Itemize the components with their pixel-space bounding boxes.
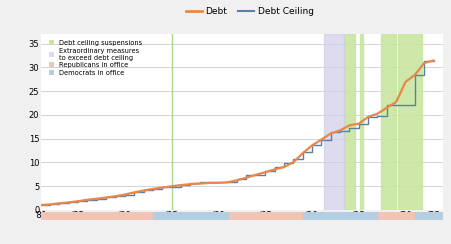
Debt bbox=[253, 173, 258, 176]
Debt Ceiling bbox=[38, 203, 43, 206]
Debt bbox=[336, 129, 342, 132]
Bar bbox=[359, 34, 362, 210]
Bar bbox=[377, 212, 414, 220]
Line: Debt Ceiling: Debt Ceiling bbox=[41, 61, 433, 205]
Debt bbox=[308, 144, 314, 147]
Debt bbox=[141, 189, 146, 192]
Bar bbox=[227, 212, 302, 220]
Debt bbox=[131, 191, 137, 194]
Debt bbox=[355, 122, 361, 125]
Debt bbox=[346, 124, 351, 127]
Debt bbox=[56, 202, 62, 205]
Bar bbox=[397, 34, 421, 210]
Debt bbox=[66, 201, 71, 204]
Debt bbox=[393, 101, 398, 103]
Debt bbox=[103, 196, 109, 199]
Debt bbox=[225, 181, 230, 184]
Debt Ceiling bbox=[159, 188, 165, 191]
Debt bbox=[159, 186, 165, 189]
Debt bbox=[281, 166, 286, 169]
Bar bbox=[302, 212, 377, 220]
Debt bbox=[383, 106, 389, 109]
Debt bbox=[113, 195, 118, 198]
Debt bbox=[421, 61, 426, 64]
Bar bbox=[343, 34, 354, 210]
Debt Ceiling bbox=[234, 178, 239, 181]
Debt bbox=[234, 179, 239, 182]
Bar bbox=[414, 212, 442, 220]
Debt bbox=[75, 200, 81, 203]
Debt bbox=[150, 187, 155, 190]
Debt bbox=[327, 132, 333, 135]
Bar bbox=[41, 212, 152, 220]
Debt bbox=[411, 73, 417, 76]
Debt Ceiling bbox=[103, 196, 109, 199]
Debt bbox=[178, 183, 183, 186]
Debt bbox=[215, 182, 221, 184]
Debt bbox=[271, 168, 276, 171]
Debt bbox=[262, 171, 267, 174]
Debt bbox=[206, 182, 212, 184]
Debt bbox=[169, 185, 174, 188]
Line: Debt: Debt bbox=[41, 61, 433, 205]
Debt bbox=[243, 176, 249, 179]
Legend: Debt ceiling suspensions, Extraordinary measures
to exceed debt ceiling, Republi: Debt ceiling suspensions, Extraordinary … bbox=[48, 39, 143, 77]
Debt Ceiling bbox=[430, 59, 435, 62]
Debt bbox=[122, 193, 127, 196]
Debt Ceiling bbox=[411, 104, 417, 107]
Debt Ceiling bbox=[421, 59, 426, 62]
Bar bbox=[380, 34, 396, 210]
Debt bbox=[374, 112, 379, 115]
Debt bbox=[47, 203, 53, 206]
Debt bbox=[430, 59, 435, 62]
Debt bbox=[187, 183, 193, 186]
Bar bbox=[152, 212, 227, 220]
Debt bbox=[364, 115, 370, 118]
Debt Ceiling bbox=[178, 185, 183, 188]
Debt bbox=[318, 138, 323, 141]
Debt bbox=[94, 197, 99, 200]
Debt bbox=[290, 161, 295, 164]
Debt bbox=[402, 81, 407, 83]
Debt bbox=[38, 204, 43, 207]
Bar bbox=[323, 34, 343, 210]
Debt bbox=[84, 198, 90, 201]
Debt Ceiling bbox=[159, 185, 165, 188]
Debt bbox=[197, 182, 202, 185]
Debt bbox=[299, 152, 305, 155]
